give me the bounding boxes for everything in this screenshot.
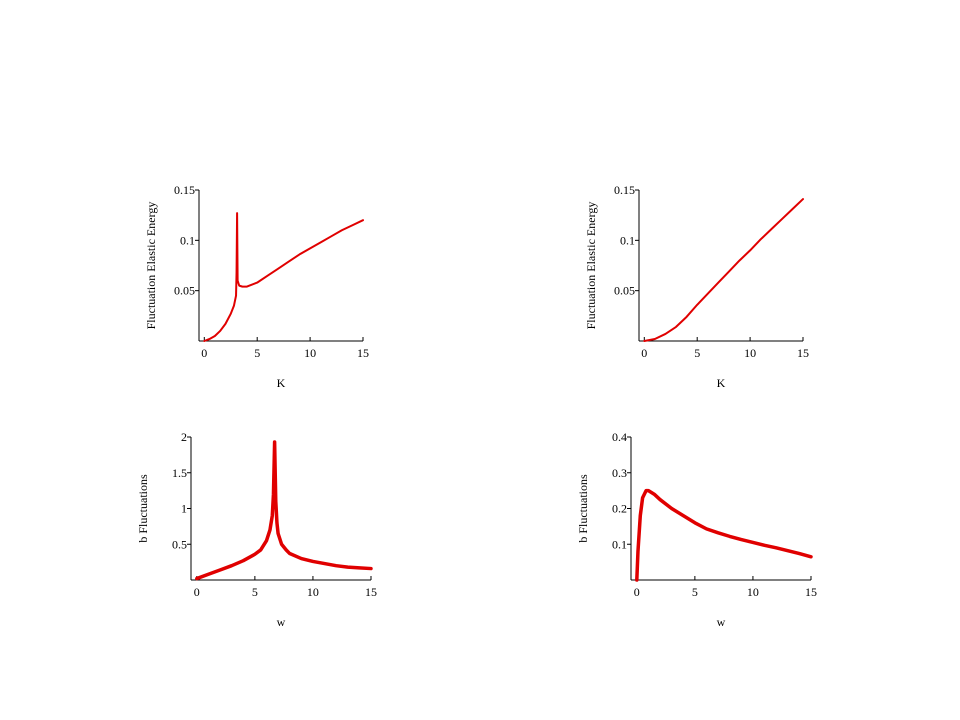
chart: 0.1 0.2 0.3 0.4 0 5 10 15 w b Fluctuations: [576, 430, 817, 629]
x-tick-label: 10: [747, 585, 759, 599]
x-tick-label: 10: [744, 346, 756, 360]
x-tick-label: 0: [201, 346, 207, 360]
chart: 0.5 1 1.5 2 0 5 10 15 w b Fluctuations: [136, 430, 377, 629]
x-tick-label: 5: [252, 585, 258, 599]
x-tick-label: 0: [194, 585, 200, 599]
data-line: [203, 212, 364, 342]
y-tick-label: 0.1: [180, 233, 195, 247]
x-tick-label: 5: [254, 346, 260, 360]
x-tick-label: 10: [304, 346, 316, 360]
chart: 0.05 0.1 0.15 0 5 10 15 K Fluctuation Elastic En…: [144, 183, 369, 390]
y-tick-label: 0.15: [614, 183, 635, 197]
x-axis-label: w: [277, 615, 286, 629]
x-tick-label: 5: [694, 346, 700, 360]
chart: 0.05 0.1 0.15 0 5 10 15 K Fluctuation Elastic En…: [584, 183, 809, 390]
y-tick-label: 0.2: [612, 502, 627, 516]
x-tick-label: 15: [365, 585, 377, 599]
y-tick-label: 2: [181, 430, 187, 444]
y-axis-label: Fluctuation Elastic Energy: [584, 202, 598, 330]
y-tick-label: 0.1: [612, 537, 627, 551]
y-tick-label: 1.5: [172, 466, 187, 480]
x-axis-label: K: [717, 376, 726, 390]
data-line: [643, 198, 804, 342]
y-axis-label: b Fluctuations: [136, 474, 150, 543]
x-tick-label: 5: [692, 585, 698, 599]
y-tick-label: 0.05: [614, 284, 635, 298]
y-tick-label: 0.3: [612, 466, 627, 480]
data-line: [195, 440, 373, 581]
y-tick-label: 0.05: [174, 284, 195, 298]
x-axis-label: K: [277, 376, 286, 390]
x-tick-label: 15: [797, 346, 809, 360]
y-axis-label: Fluctuation Elastic Energy: [144, 202, 158, 330]
y-tick-label: 0.4: [612, 430, 627, 444]
y-tick-label: 0.1: [620, 233, 635, 247]
x-axis-label: w: [717, 615, 726, 629]
x-tick-label: 0: [641, 346, 647, 360]
x-tick-label: 15: [357, 346, 369, 360]
y-tick-label: 0.15: [174, 183, 195, 197]
x-tick-label: 15: [805, 585, 817, 599]
y-tick-label: 0.5: [172, 537, 187, 551]
x-tick-label: 0: [634, 585, 640, 599]
data-line: [635, 488, 813, 582]
y-axis-label: b Fluctuations: [576, 474, 590, 543]
y-tick-label: 1: [181, 502, 187, 516]
x-tick-label: 10: [307, 585, 319, 599]
